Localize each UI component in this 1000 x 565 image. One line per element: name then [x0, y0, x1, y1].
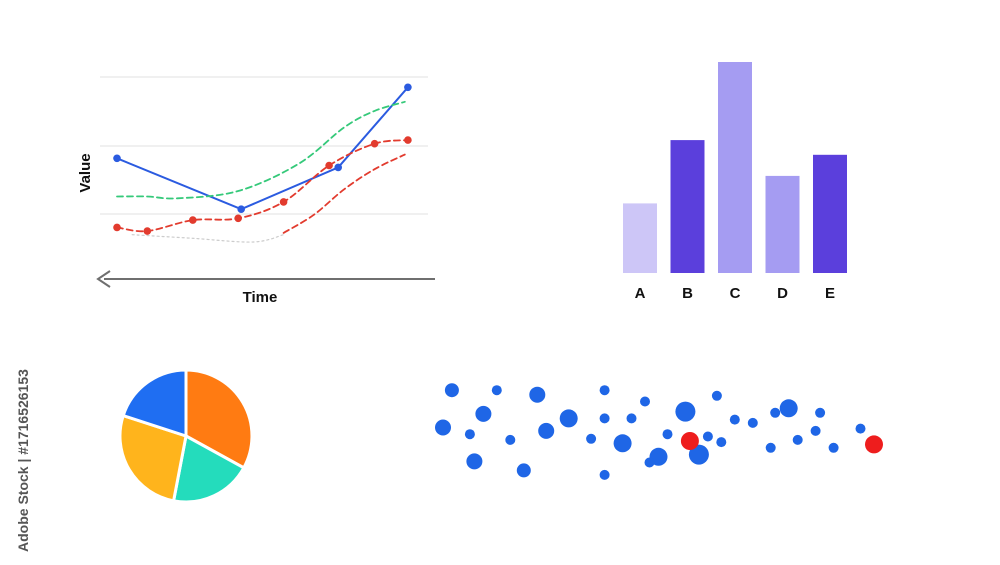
line-series-3-point-3	[189, 216, 197, 224]
line-series-1-point-3	[334, 163, 343, 172]
scatter-point-27	[810, 425, 821, 436]
line-series-4	[282, 153, 406, 234]
line-chart-gridlines	[100, 76, 428, 215]
bar-D	[765, 175, 800, 273]
scatter-point-21	[729, 414, 740, 425]
bar-C	[718, 62, 752, 273]
scatter-point-32	[516, 463, 531, 478]
scatter-point-38	[680, 432, 699, 450]
scatter-point-31	[466, 453, 483, 470]
scatter-point-7	[770, 407, 781, 418]
scatter-point-13	[559, 409, 578, 428]
pie-slice-2	[172, 434, 246, 504]
scatter-point-22	[747, 417, 758, 428]
line-chart: Time Value	[77, 76, 435, 306]
pie-slice-3	[118, 414, 188, 503]
pie-slice-1	[184, 368, 254, 470]
scatter-point-26	[815, 407, 826, 418]
side-watermark-text: Adobe Stock | #1716526153	[12, 330, 34, 552]
scatter-point-28	[828, 442, 839, 453]
scatter-point-15	[599, 413, 610, 424]
line-series-3-point-2	[143, 227, 152, 235]
scatter-point-25	[792, 434, 803, 445]
scatter-point-37	[865, 435, 883, 454]
pie-slice-4	[121, 368, 188, 438]
line-series-1-point-2	[237, 205, 245, 213]
y-axis-title: Value	[77, 153, 94, 192]
bar-label-A: A	[635, 285, 646, 302]
scatter-point-14	[586, 433, 597, 444]
line-chart-series	[113, 83, 412, 243]
scatter-point-29	[855, 423, 866, 434]
scatter-point-19	[675, 401, 696, 422]
line-series-3-point-6	[325, 161, 333, 170]
scatter-point-24	[765, 442, 776, 453]
scatter-point-2	[491, 385, 502, 396]
scatter-point-18	[662, 429, 673, 440]
line-series-3-point-1	[113, 223, 121, 232]
bar-label-B: B	[682, 285, 693, 302]
scatter-point-17	[613, 434, 632, 453]
side-watermark-label: Adobe Stock | #1716526153	[15, 369, 31, 552]
scatter-point-8	[435, 419, 451, 436]
scatter-point-12	[538, 422, 555, 439]
scatter-point-11	[505, 434, 516, 445]
scatter-point-20	[716, 437, 727, 448]
bar-B	[670, 140, 705, 273]
scatter-point-9	[475, 405, 492, 422]
scatter-point-3	[529, 386, 546, 403]
scatter-point-5	[640, 396, 650, 407]
bar-label-E: E	[825, 285, 835, 302]
scatter-point-16	[626, 413, 637, 424]
pie-chart	[118, 368, 254, 504]
bar-chart: A B C D E	[623, 62, 847, 302]
bar-label-D: D	[777, 285, 788, 302]
scatter-point-34	[644, 457, 655, 468]
line-series-3-point-7	[370, 139, 379, 148]
bar-E	[813, 154, 847, 273]
line-series-5	[131, 234, 285, 243]
line-series-3	[116, 139, 409, 233]
line-series-1-point-4	[404, 83, 412, 92]
scatter-point-10	[464, 429, 475, 440]
scatter-point-4	[599, 385, 610, 396]
bar-A	[623, 203, 657, 273]
x-axis-title: Time	[243, 289, 278, 306]
scatter-point-1	[444, 383, 459, 398]
bar-label-C: C	[730, 285, 741, 302]
scatter-point-35	[688, 444, 709, 465]
line-series-3-point-4	[234, 214, 242, 223]
line-series-3-point-5	[279, 198, 288, 206]
scatter-point-36	[702, 431, 713, 442]
scatter-point-6	[711, 390, 722, 401]
line-series-1	[116, 86, 409, 211]
scatter-plot	[435, 383, 883, 480]
scatter-point-23	[779, 399, 798, 418]
line-series-2	[116, 100, 406, 200]
line-series-1-point-1	[113, 154, 121, 163]
x-axis-arrowhead	[96, 270, 111, 288]
line-series-3-point-8	[404, 136, 412, 144]
scatter-point-33	[599, 469, 610, 480]
